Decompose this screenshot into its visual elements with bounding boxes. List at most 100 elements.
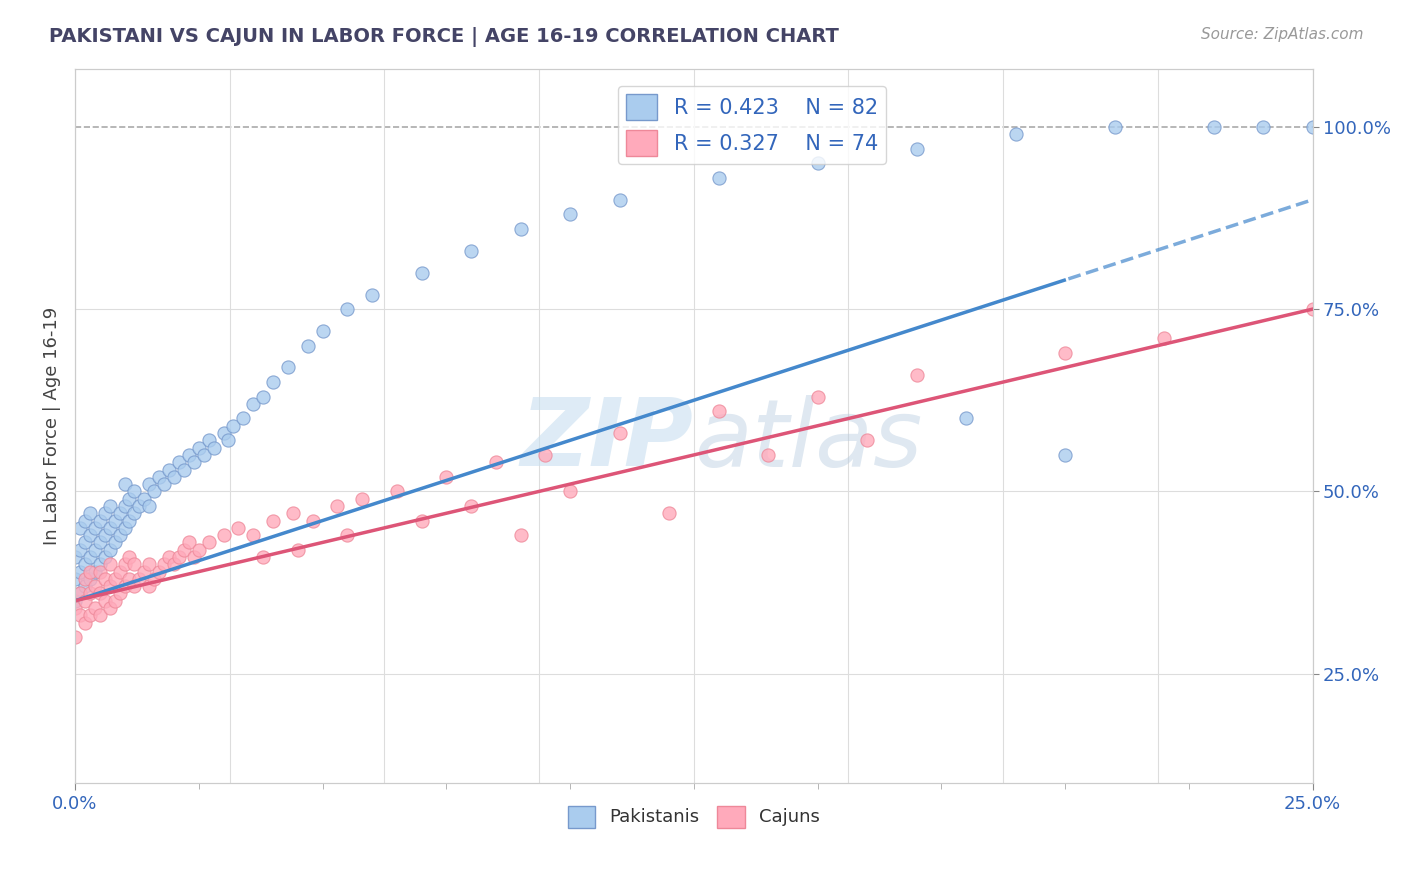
Point xyxy=(108,586,131,600)
Point xyxy=(138,477,160,491)
Point xyxy=(153,477,176,491)
Point xyxy=(153,558,176,572)
Point xyxy=(69,586,91,600)
Point xyxy=(756,448,779,462)
Point xyxy=(118,572,141,586)
Point xyxy=(1054,448,1077,462)
Point xyxy=(252,549,274,564)
Point xyxy=(83,601,105,615)
Point xyxy=(277,360,299,375)
Point xyxy=(63,594,86,608)
Point xyxy=(187,542,209,557)
Point xyxy=(69,542,91,557)
Point xyxy=(336,302,359,317)
Point xyxy=(63,601,86,615)
Point xyxy=(124,558,146,572)
Point xyxy=(262,375,284,389)
Text: ZIP: ZIP xyxy=(520,394,693,486)
Point xyxy=(385,484,408,499)
Point xyxy=(806,156,828,170)
Legend: Pakistanis, Cajuns: Pakistanis, Cajuns xyxy=(561,798,827,835)
Point xyxy=(98,579,121,593)
Point xyxy=(79,608,101,623)
Point xyxy=(104,594,127,608)
Point xyxy=(73,572,96,586)
Point xyxy=(118,491,141,506)
Point xyxy=(128,572,150,586)
Point xyxy=(806,390,828,404)
Point xyxy=(177,448,200,462)
Point xyxy=(167,455,190,469)
Point xyxy=(148,470,170,484)
Text: Source: ZipAtlas.com: Source: ZipAtlas.com xyxy=(1201,27,1364,42)
Point xyxy=(905,142,928,156)
Point xyxy=(183,549,205,564)
Point xyxy=(134,491,156,506)
Point xyxy=(558,484,581,499)
Point xyxy=(485,455,508,469)
Point xyxy=(281,506,304,520)
Point xyxy=(509,222,531,236)
Point xyxy=(336,528,359,542)
Point xyxy=(83,565,105,579)
Point xyxy=(509,528,531,542)
Point xyxy=(1004,127,1026,141)
Point xyxy=(157,549,180,564)
Point xyxy=(143,572,166,586)
Point xyxy=(114,499,136,513)
Point xyxy=(138,558,160,572)
Point xyxy=(89,558,111,572)
Point xyxy=(534,448,557,462)
Point xyxy=(222,418,245,433)
Point xyxy=(609,426,631,441)
Point xyxy=(301,514,323,528)
Point xyxy=(905,368,928,382)
Point xyxy=(148,565,170,579)
Point xyxy=(89,514,111,528)
Point xyxy=(79,506,101,520)
Point xyxy=(297,338,319,352)
Point xyxy=(460,244,482,258)
Point xyxy=(79,549,101,564)
Point xyxy=(707,170,730,185)
Point xyxy=(177,535,200,549)
Point xyxy=(361,287,384,301)
Point xyxy=(83,521,105,535)
Point xyxy=(212,426,235,441)
Point xyxy=(73,579,96,593)
Point xyxy=(411,514,433,528)
Point xyxy=(352,491,374,506)
Point xyxy=(128,499,150,513)
Point xyxy=(1153,331,1175,345)
Point xyxy=(89,535,111,549)
Point xyxy=(118,549,141,564)
Point xyxy=(434,470,457,484)
Point xyxy=(202,441,225,455)
Point xyxy=(609,193,631,207)
Point xyxy=(558,207,581,221)
Point xyxy=(69,565,91,579)
Text: PAKISTANI VS CAJUN IN LABOR FORCE | AGE 16-19 CORRELATION CHART: PAKISTANI VS CAJUN IN LABOR FORCE | AGE … xyxy=(49,27,839,46)
Point xyxy=(73,615,96,630)
Point xyxy=(104,572,127,586)
Point xyxy=(658,506,681,520)
Point xyxy=(197,434,219,448)
Point xyxy=(89,586,111,600)
Point xyxy=(69,521,91,535)
Point xyxy=(108,506,131,520)
Point xyxy=(73,594,96,608)
Point xyxy=(197,535,219,549)
Point xyxy=(114,477,136,491)
Point xyxy=(118,514,141,528)
Point xyxy=(1302,302,1324,317)
Point xyxy=(104,514,127,528)
Point xyxy=(114,558,136,572)
Point xyxy=(93,506,115,520)
Point xyxy=(79,572,101,586)
Point xyxy=(242,397,264,411)
Point xyxy=(326,499,349,513)
Point xyxy=(232,411,254,425)
Point xyxy=(69,586,91,600)
Point xyxy=(124,484,146,499)
Point xyxy=(183,455,205,469)
